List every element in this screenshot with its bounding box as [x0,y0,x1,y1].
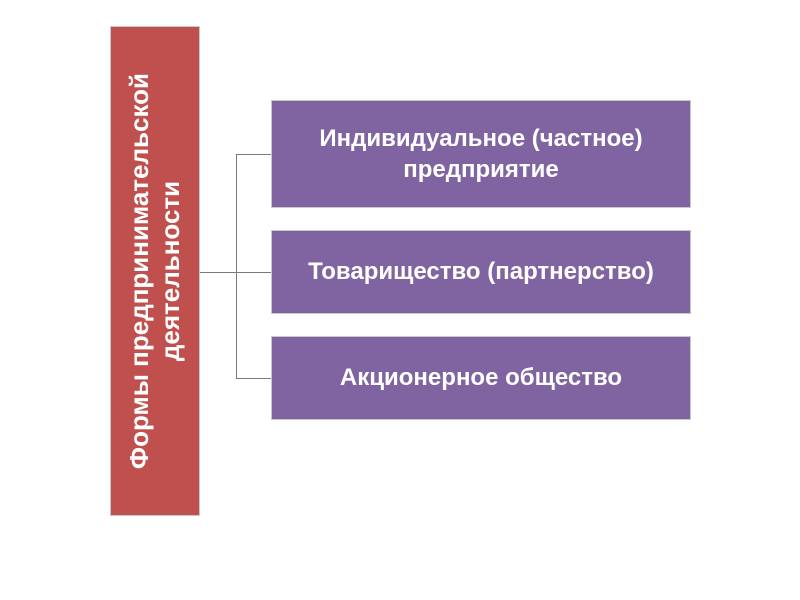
child-node-0-label: Индивидуальное (частное) предприятие [282,123,680,185]
connector-branch-2 [236,378,271,379]
child-node-2: Акционерное общество [271,336,691,420]
child-node-1-label: Товарищество (партнерство) [308,256,654,287]
connector-branch-1 [236,272,271,273]
connector-trunk [200,272,236,273]
connector-spine [236,154,237,378]
root-node: Формы предпринимательской деятельности [110,26,200,516]
root-node-label: Формы предпринимательской деятельности [124,73,186,469]
connector-branch-0 [236,154,271,155]
child-node-0: Индивидуальное (частное) предприятие [271,100,691,208]
child-node-1: Товарищество (партнерство) [271,230,691,314]
child-node-2-label: Акционерное общество [340,362,622,393]
